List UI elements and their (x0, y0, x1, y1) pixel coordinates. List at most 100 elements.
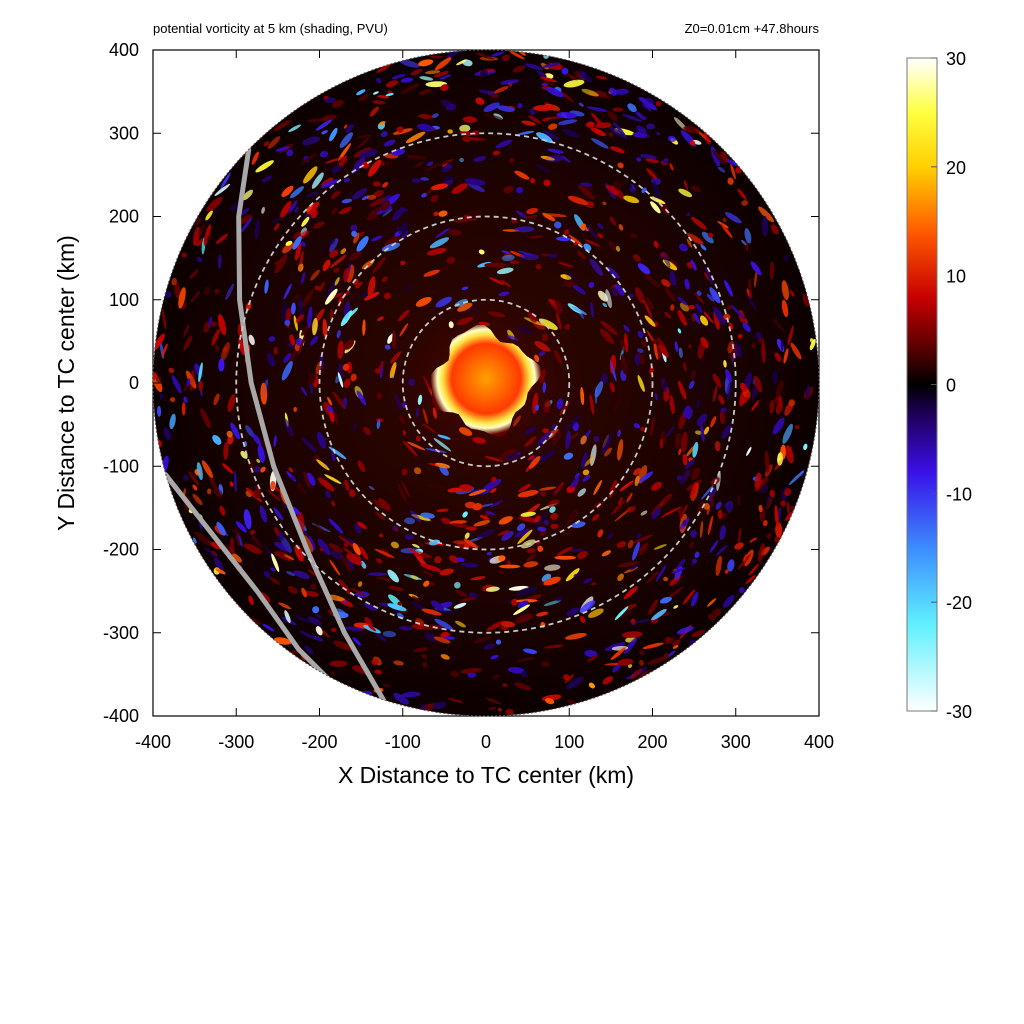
pv-anomaly (153, 372, 157, 381)
pv-anomaly (709, 540, 719, 553)
pv-anomaly (430, 600, 444, 612)
pv-anomaly (317, 538, 331, 556)
pv-anomaly (208, 316, 213, 329)
pv-anomaly (724, 212, 742, 224)
pv-anomaly (528, 455, 541, 469)
pv-anomaly (375, 511, 386, 521)
pv-anomaly (435, 227, 451, 238)
pv-anomaly (722, 595, 735, 608)
pv-anomaly (331, 449, 336, 462)
pv-anomaly (669, 270, 677, 286)
pv-anomaly (588, 281, 595, 289)
pv-anomaly (772, 370, 778, 385)
pv-anomaly (703, 502, 710, 510)
pv-anomaly (568, 278, 579, 288)
pv-anomaly (514, 528, 530, 538)
pv-anomaly (486, 620, 506, 631)
pv-anomaly (403, 440, 418, 457)
pv-anomaly (273, 119, 291, 132)
pv-anomaly (288, 200, 298, 214)
pv-anomaly (414, 161, 424, 168)
pv-anomaly (358, 94, 370, 102)
pv-anomaly (381, 276, 388, 283)
pv-anomaly (668, 135, 677, 142)
range-rings (235, 132, 737, 634)
pv-anomaly (653, 342, 659, 360)
pv-anomaly (505, 452, 519, 461)
pv-anomaly (446, 256, 456, 264)
pv-anomaly (363, 291, 380, 301)
pv-anomaly (357, 521, 367, 530)
pv-anomaly (185, 370, 197, 389)
pv-anomaly (269, 576, 281, 585)
pv-anomaly (615, 245, 621, 252)
pv-anomaly (703, 128, 710, 145)
pv-anomaly (422, 661, 428, 668)
pv-anomaly (411, 178, 421, 183)
pv-anomaly (478, 89, 496, 95)
pv-anomaly (281, 360, 293, 381)
pv-anomaly (526, 548, 536, 554)
pv-anomaly (311, 172, 324, 189)
pv-anomaly (283, 353, 292, 363)
pv-anomaly (162, 309, 167, 330)
pv-anomaly (369, 196, 390, 207)
pv-anomaly (373, 499, 386, 509)
pv-anomaly (712, 385, 718, 403)
pv-anomaly (690, 259, 697, 271)
pv-anomaly (758, 206, 775, 223)
pv-anomaly (502, 683, 508, 687)
pv-anomaly (556, 398, 564, 410)
pv-anomaly (678, 505, 683, 517)
pv-anomaly (526, 554, 535, 562)
pv-anomaly (751, 400, 759, 412)
pv-anomaly (376, 392, 383, 400)
pv-anomaly (399, 626, 413, 631)
pv-anomaly (210, 542, 222, 550)
pv-anomaly (319, 151, 329, 158)
pv-anomaly (310, 269, 320, 281)
pv-anomaly (409, 548, 424, 560)
pv-anomaly (274, 527, 280, 537)
pv-anomaly (367, 572, 388, 577)
pv-anomaly (479, 515, 490, 520)
pv-anomaly (517, 529, 533, 545)
pv-anomaly (574, 71, 584, 80)
pv-anomaly (467, 210, 484, 217)
pv-anomaly (686, 212, 691, 217)
pv-anomaly (337, 340, 344, 359)
pv-anomaly (601, 550, 612, 557)
pv-anomaly (667, 586, 683, 600)
pv-anomaly (701, 231, 714, 244)
pv-anomaly (382, 683, 391, 688)
pv-anomaly (392, 330, 397, 349)
pv-anomaly (570, 432, 579, 440)
pv-anomaly (772, 417, 785, 435)
pv-anomaly (464, 532, 470, 539)
pv-anomaly (201, 460, 213, 478)
pv-anomaly (535, 404, 539, 411)
pv-anomaly (472, 437, 486, 444)
pv-anomaly (724, 569, 729, 574)
pv-anomaly (271, 553, 280, 572)
pv-anomaly (780, 500, 787, 507)
pv-anomaly (372, 190, 384, 198)
pv-anomaly (713, 306, 726, 326)
pv-anomaly (695, 430, 702, 435)
pv-anomaly (618, 561, 639, 568)
pv-anomaly (376, 576, 393, 582)
pv-anomaly (667, 650, 676, 658)
pv-anomaly (227, 435, 234, 445)
pv-anomaly (372, 256, 386, 274)
pv-anomaly (737, 188, 747, 200)
pv-anomaly (435, 610, 458, 615)
pv-anomaly (690, 529, 697, 538)
pv-anomaly (542, 212, 556, 222)
pv-anomaly (206, 234, 212, 241)
pv-anomaly (350, 224, 358, 232)
pv-anomaly (418, 89, 432, 95)
pv-anomaly (695, 303, 703, 313)
pv-anomaly (338, 206, 352, 215)
pv-anomaly (411, 601, 426, 611)
pv-anomaly (374, 548, 395, 558)
